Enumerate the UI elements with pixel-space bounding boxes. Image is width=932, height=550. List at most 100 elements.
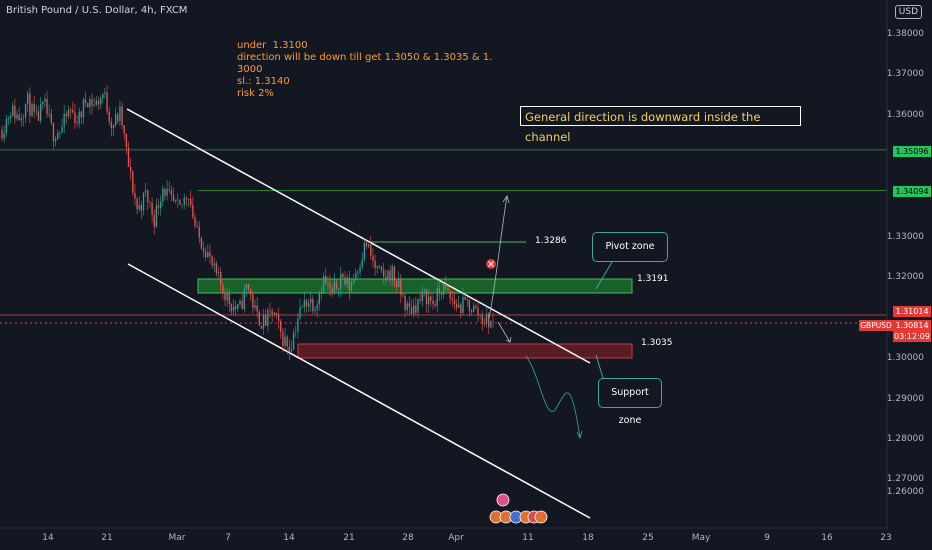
candle-body: [200, 237, 203, 249]
candle-body: [438, 287, 441, 294]
candle-body: [265, 314, 267, 326]
candle-body: [333, 281, 336, 292]
candle-body: [164, 188, 166, 196]
candle-body: [380, 266, 383, 271]
event-flags[interactable]: [489, 493, 548, 524]
candle-body: [54, 139, 57, 142]
candle-body: [108, 111, 110, 122]
candle-body: [119, 106, 121, 122]
candle-body: [449, 290, 451, 299]
candle-body: [395, 281, 398, 288]
candle-body: [46, 98, 48, 115]
time-tick: 18: [582, 533, 594, 543]
projection-curve[interactable]: [525, 355, 581, 439]
candle-body: [297, 318, 299, 332]
candle-body: [402, 294, 404, 297]
candle-body: [256, 305, 258, 312]
candle-body: [389, 270, 391, 281]
candle-body: [50, 113, 52, 123]
currency-button[interactable]: USD: [894, 5, 922, 19]
support-zone-callout[interactable]: Support zone: [598, 378, 662, 426]
candle-body: [63, 113, 65, 127]
price-tick: 1.36000: [886, 110, 924, 120]
candle-body: [69, 109, 72, 111]
candle-body: [280, 320, 282, 332]
candle-body: [22, 117, 25, 119]
candle-body: [97, 100, 100, 105]
candle-body: [385, 276, 387, 279]
time-tick: 7: [225, 533, 231, 543]
candle-body: [393, 266, 396, 282]
candle-body: [241, 300, 243, 309]
short-down-arrow-head: [505, 336, 512, 343]
support-callout-pointer: [595, 354, 604, 379]
candle-body: [252, 294, 254, 308]
candle-body: [228, 292, 230, 304]
candle-body: [140, 205, 143, 211]
candle-body: [78, 111, 80, 124]
candle-body: [483, 323, 486, 325]
candle-body: [31, 104, 33, 116]
candle-body: [7, 118, 10, 119]
candle-body: [335, 281, 338, 289]
candle-body: [460, 304, 462, 314]
time-tick: Apr: [448, 533, 464, 543]
candle-body: [138, 205, 140, 210]
candle-body: [312, 298, 314, 312]
pivot-zone-callout[interactable]: Pivot zone: [592, 232, 668, 262]
candle-body: [168, 188, 170, 191]
candle-body: [391, 266, 393, 281]
candle-body: [74, 112, 76, 123]
candle-body: [419, 299, 421, 301]
candle-body: [466, 299, 468, 301]
candle-body: [314, 309, 316, 312]
channel-upper-line[interactable]: [126, 108, 591, 364]
candle-body: [196, 225, 198, 227]
candle-body: [458, 304, 460, 308]
candle-body: [35, 111, 37, 113]
candle-body: [243, 288, 245, 309]
x-circle-icon[interactable]: [486, 259, 496, 269]
pivot-zone-rect[interactable]: [197, 278, 633, 294]
candle-body: [194, 216, 196, 226]
candle-body: [327, 283, 329, 285]
candle-body: [175, 199, 177, 201]
candle-body: [445, 283, 447, 288]
candle-body: [215, 263, 218, 274]
candle-body: [37, 111, 40, 121]
general-direction-box[interactable]: General direction is downward inside the…: [520, 106, 801, 144]
candle-body: [245, 283, 248, 289]
candle-body: [413, 305, 415, 314]
candle-body: [421, 291, 423, 301]
candle-body: [170, 190, 173, 195]
candle-body: [91, 99, 93, 106]
time-tick: 21: [101, 533, 113, 543]
candle-body: [112, 125, 115, 129]
candle-body: [423, 290, 426, 292]
pivot-callout-pointer: [595, 261, 613, 290]
candle-body: [382, 270, 385, 277]
short-down-arrow[interactable]: [497, 321, 511, 343]
candle-body: [284, 336, 286, 346]
candle-body: [136, 198, 138, 210]
symbol-title[interactable]: British Pound / U.S. Dollar, 4h, FXCM: [6, 5, 188, 16]
note-line: risk 2%: [237, 88, 274, 99]
candle-body: [57, 133, 59, 140]
candle-body: [144, 190, 147, 193]
candle-body: [329, 283, 331, 289]
candle-body: [192, 204, 194, 217]
candle-body: [468, 299, 471, 311]
candle-body: [132, 171, 134, 193]
candle-body: [121, 106, 123, 126]
candle-body: [262, 314, 265, 329]
candle-body: [44, 98, 46, 102]
candle-body: [258, 311, 260, 326]
breakout-arrow[interactable]: [488, 195, 508, 319]
price-tick: 1.37000: [886, 69, 924, 79]
channel-lower-line[interactable]: [127, 263, 591, 519]
support-zone-rect[interactable]: [297, 343, 633, 359]
price-tick: 1.28000: [886, 434, 924, 444]
candle-body: [106, 92, 108, 112]
